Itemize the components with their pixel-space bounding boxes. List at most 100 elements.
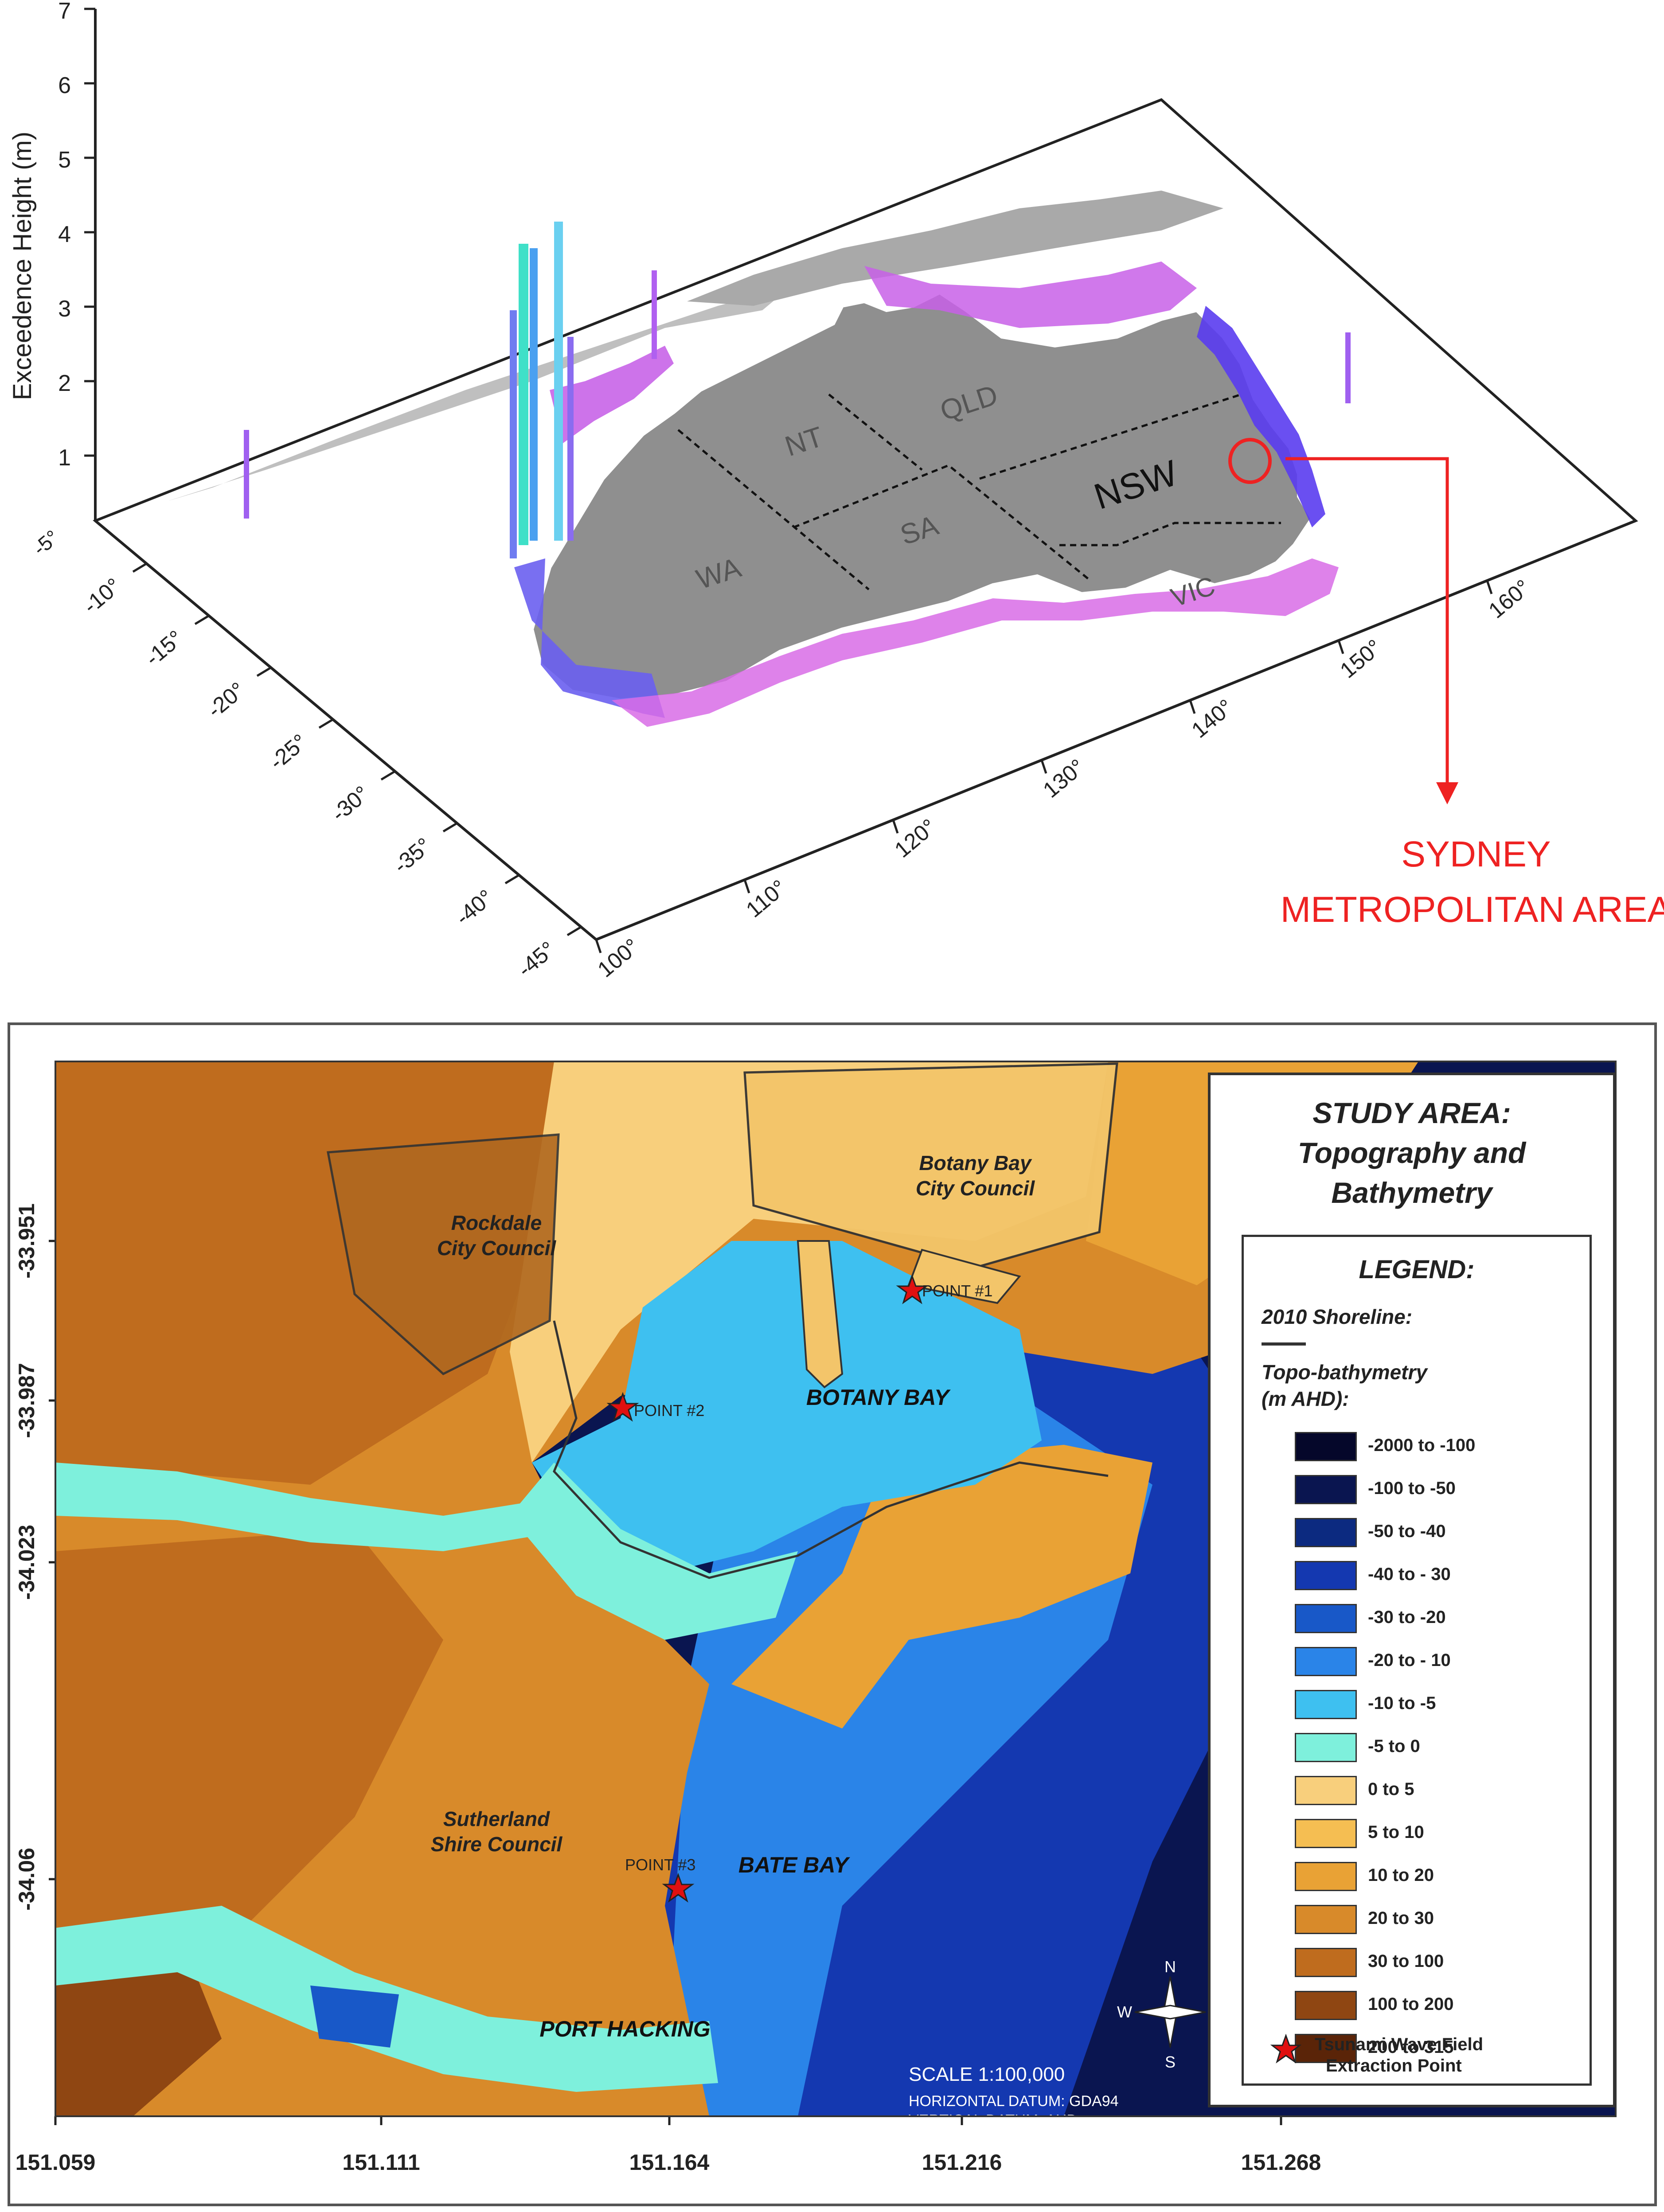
legend-swatch [1295,1905,1357,1934]
legend-title-line: Topography and [1297,1136,1526,1169]
legend-swatch-label: 30 to 100 [1368,1951,1444,1971]
sutherland-label: Shire Council [431,1833,563,1856]
latitude-tick: -45° [513,936,560,982]
legend-title: STUDY AREA: Topography and Bathymetry [1211,1093,1613,1213]
latitude-tick: -10° [78,573,126,618]
legend-swatch-label: -50 to -40 [1368,1521,1446,1541]
legend-swatch-label: 20 to 30 [1368,1908,1434,1928]
legend-class-row: 0 to 5 [1295,1776,1578,1805]
legend-swatch [1295,1862,1357,1891]
legend-swatch-label: -2000 to -100 [1368,1436,1476,1455]
longitude-tick: 160° [1484,575,1535,623]
y-tick-label: -33.951 [14,1203,39,1279]
longitude-tick: 100° [593,934,644,982]
legend-swatch-label: 5 to 10 [1368,1822,1424,1842]
georges-river [55,1463,576,1551]
land-high-west [55,1529,443,1994]
x-tick-label: 151.268 [1241,2150,1321,2175]
legend-class-row: -50 to -40 [1295,1518,1578,1547]
star-icon [1270,2033,1302,2064]
legend-swatch [1295,1991,1357,2020]
exceedance-bars [244,222,1351,727]
y-tick-label: -34.06 [14,1848,39,1911]
longitude-tick: 120° [890,814,941,862]
bate-bay-label: BATE BAY [738,1853,851,1877]
rockdale-label: City Council [437,1237,557,1260]
map-frame-inner [55,1061,1617,2117]
legend-class-row: 100 to 200 [1295,1991,1578,2020]
spike-bar [510,310,517,558]
height-axis-ticks [84,8,95,457]
legend-swatch-label: -30 to -20 [1368,1607,1446,1627]
east-coast-wall [1197,306,1325,527]
port-botany [907,1248,1021,1304]
longitude-tick: 130° [1039,754,1090,803]
spike-bar [519,244,528,545]
extraction-point-star [606,1392,639,1422]
botany-bay-shallows [510,1463,798,1640]
top-3d-map: 7 6 5 4 3 2 1 -5° Exceedence Height (m) [8,0,1664,982]
y-tick-label: -34.023 [14,1525,39,1600]
x-tick-label: 151.164 [629,2150,710,2175]
spike-bar [1345,332,1351,403]
legend-class-row: -30 to -20 [1295,1604,1578,1633]
rockdale-label: Rockdale [451,1211,542,1234]
legend-heading: LEGEND: [1359,1255,1475,1284]
longitude-axis-line [595,519,1637,941]
legend-swatch [1295,1776,1357,1805]
legend-class-row: -20 to - 10 [1295,1647,1578,1676]
latitude-tick: -15° [141,625,188,671]
legend-panel: STUDY AREA: Topography and Bathymetry LE… [1208,1073,1616,2107]
latitude-ticks [132,562,582,936]
compass-s: S [1165,2053,1176,2071]
latitude-axis-line [94,519,597,941]
height-tick: 7 [58,0,71,24]
latitude-tick: -40° [451,885,498,930]
legend-title-line: STUDY AREA: [1312,1096,1511,1129]
topo-label: (m AHD): [1262,1387,1349,1410]
height-tick: -5° [28,525,63,560]
indonesia-landmass [168,288,789,501]
latitude-tick: -20° [203,677,250,722]
longitude-tick: 150° [1336,635,1387,683]
legend-class-row: 200 to 315 [1295,2034,1578,2063]
shoreline-label: 2010 Shoreline: [1262,1305,1413,1328]
botany-bay-label: BOTANY BAY [806,1385,951,1410]
sutherland-label: Sutherland [443,1807,550,1830]
legend-swatch [1295,2034,1357,2063]
extraction-legend-label: Extraction Point [1326,2056,1462,2075]
legend-swatch [1295,1561,1357,1590]
height-tick: 2 [58,371,71,396]
height-tick: 5 [58,147,71,173]
height-tick: 6 [58,73,71,98]
legend-class-row: -10 to -5 [1295,1690,1578,1719]
airport-runway [797,1240,844,1389]
extraction-legend-label: Tsunami Wave Field [1315,2035,1484,2054]
botany-council-label: City Council [916,1177,1035,1200]
point-3-label: POINT #3 [625,1856,695,1874]
kurnell-peninsula [731,1445,1152,1728]
x-tick-label: 151.216 [922,2150,1002,2175]
legend-swatch [1295,1518,1357,1547]
spike-bar [554,222,563,541]
height-tick: 1 [58,445,71,471]
height-axis-label: Exceedence Height (m) [8,132,37,400]
callout-leader-line [1285,457,1449,789]
latitude-tick: -35° [389,833,436,878]
legend-swatch [1295,1819,1357,1848]
legend-title-line: Bathymetry [1331,1176,1492,1209]
spike-bar [567,337,574,541]
legend-swatch-label: 10 to 20 [1368,1865,1434,1885]
x-tick-marks [54,2116,1282,2125]
horizontal-datum-text: HORIZONTAL DATUM: GDA94 [909,2093,1119,2110]
extraction-point-star [662,1873,695,1903]
point-2-label: POINT #2 [634,1401,704,1420]
botany-council-zone [743,1062,1118,1269]
callout-arrowhead [1436,782,1458,804]
longitude-tick: 140° [1187,694,1238,743]
callout-label: SYDNEY [1401,834,1551,874]
legend-class-row: 10 to 20 [1295,1862,1578,1891]
png-landmass [687,191,1223,306]
height-tick: 3 [58,296,71,322]
latitude-tick: -30° [327,781,374,826]
